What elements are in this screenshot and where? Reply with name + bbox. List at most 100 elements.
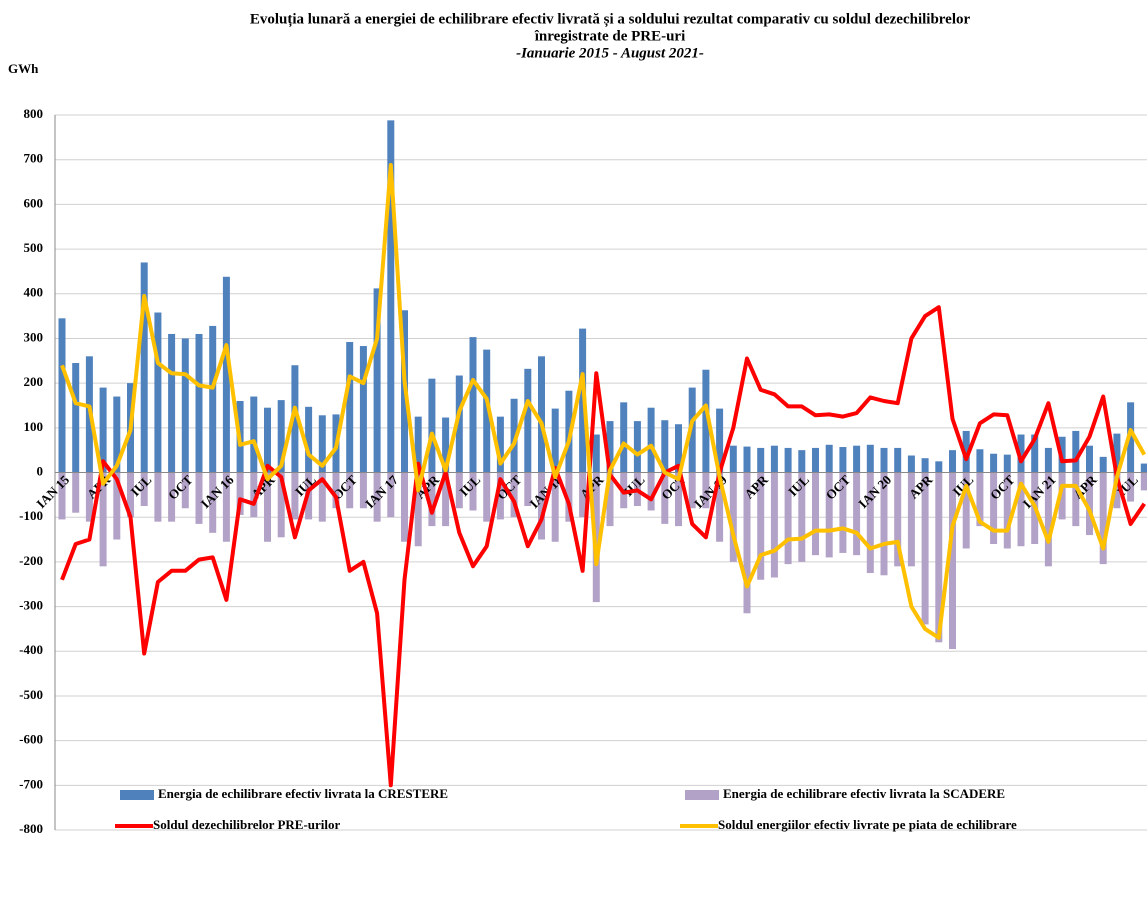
bar [414,472,422,547]
bar [907,472,915,567]
y-tick-label: -300 [19,598,43,613]
bar [990,472,998,544]
bar [195,472,203,524]
bar [483,472,491,522]
bar [729,472,737,562]
bar [236,472,244,515]
bar [894,472,902,567]
bar [949,450,956,473]
bar [962,430,970,473]
bar [935,461,943,473]
bar [907,455,915,473]
bar [606,421,614,473]
bar [729,445,737,473]
bar [757,472,765,580]
bar [277,472,285,538]
bar [1099,456,1107,473]
bar [592,434,600,473]
bar [113,396,121,473]
chart-subtitle: -Ianuarie 2015 - August 2021- [516,45,704,61]
line-series [60,163,1147,640]
bar [414,416,422,473]
bar [784,472,792,565]
bar [1127,472,1135,502]
bar [880,447,888,473]
bar [716,408,724,473]
bar [373,288,381,473]
bar [551,408,559,473]
bar [373,472,381,522]
y-tick-label: -400 [19,642,43,657]
y-tick-label: -700 [19,776,43,791]
x-tick-label: IAN 17 [362,472,401,511]
bar [264,472,271,542]
bar [222,472,230,542]
bar [812,447,819,473]
bar [1099,472,1107,565]
bar [305,406,313,473]
bar [633,421,641,473]
bar [866,444,874,473]
bar [58,318,66,473]
bar [716,472,724,542]
bar [346,342,354,473]
bar [990,453,998,473]
bar [1127,402,1135,473]
bar [538,356,545,473]
y-tick-label: 700 [24,151,44,166]
bar [181,338,189,473]
bar [209,325,217,473]
bar [387,472,395,518]
bar [401,472,408,542]
bar [85,472,93,522]
bar [455,472,463,509]
bar [277,400,285,473]
bar [1072,430,1080,473]
bar [58,472,66,520]
bar [1003,454,1011,473]
bar [168,333,176,473]
y-axis-label: GWh [8,61,39,76]
bar [113,472,121,540]
bar [1044,447,1052,473]
bar [825,444,833,473]
bar [154,312,162,473]
bar [1044,472,1052,567]
bar [510,398,518,473]
bar [565,472,573,522]
y-tick-label: -600 [19,732,43,747]
bar [291,365,299,473]
bar [853,472,861,556]
bar [702,369,710,473]
bar [387,120,395,473]
legend-label: Energia de echilibrare efectiv livrata l… [723,786,1005,801]
bar [1140,463,1147,473]
bar [743,446,751,473]
bar [661,420,669,473]
bar [880,472,888,576]
bar [154,472,162,522]
bar [168,472,176,522]
bar [195,333,203,473]
bar [825,472,833,558]
bar [524,472,532,507]
bar [181,472,189,509]
bar [469,472,477,511]
bar [921,458,929,473]
bar [1058,472,1066,520]
bar [675,472,682,527]
y-tick-label: 100 [24,419,44,434]
x-tick-label: IAN 20 [855,472,894,511]
bar [72,472,80,513]
y-tick-label: 200 [24,374,44,389]
y-tick-label: 500 [24,240,44,255]
line-series [60,305,1146,788]
y-tick-label: 300 [24,329,44,344]
legend-label: Soldul energiilor efectiv livrate pe pia… [718,817,1017,832]
bar [784,447,792,473]
bar [127,472,134,518]
bar [894,447,902,473]
bar [757,447,765,473]
bar [140,472,148,507]
y-tick-label: -200 [19,553,43,568]
